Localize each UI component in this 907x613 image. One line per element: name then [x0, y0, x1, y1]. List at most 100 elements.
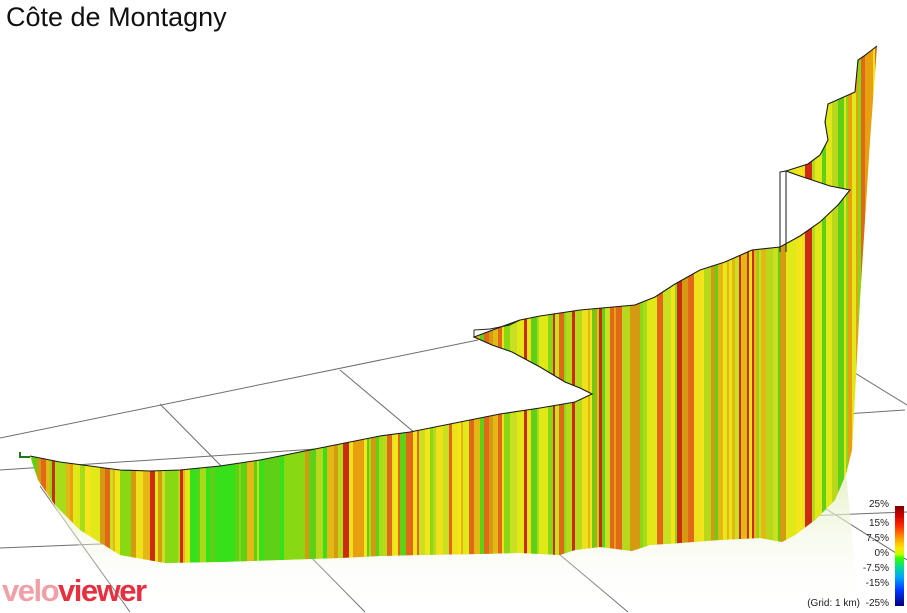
gradient-stripe [715, 46, 718, 563]
gradient-stripe [493, 46, 498, 563]
gradient-stripe [647, 46, 651, 563]
gradient-stripe [379, 46, 383, 563]
gradient-stripe [718, 46, 723, 563]
gradient-stripe [723, 46, 725, 563]
gradient-stripe [269, 46, 273, 563]
gradient-stripe [257, 46, 259, 563]
gradient-stripe [725, 46, 727, 563]
gradient-stripe [805, 46, 812, 563]
gradient-stripe [305, 46, 309, 563]
gradient-stripe [113, 46, 115, 563]
gradient-stripe [35, 46, 37, 563]
gradient-stripe [732, 46, 735, 563]
gradient-stripe [298, 46, 305, 563]
gradient-stripe [158, 46, 162, 563]
legend-label-minus-15: -15% [865, 578, 889, 589]
gradient-stripe [215, 46, 218, 563]
gradient-stripe [93, 46, 100, 563]
gradient-stripe [364, 46, 367, 563]
gradient-stripe [353, 46, 358, 563]
gradient-stripe [452, 46, 458, 563]
gradient-stripe [858, 46, 861, 563]
gradient-stripe [572, 46, 575, 563]
gradient-stripe [239, 46, 241, 563]
gradient-stripe [636, 46, 640, 563]
gradient-stripe [510, 46, 517, 563]
gradient-stripe [37, 46, 41, 563]
gradient-stripe [822, 46, 826, 563]
gradient-stripe [640, 46, 643, 563]
gradient-stripe [369, 46, 371, 563]
gradient-stripe [358, 46, 364, 563]
gradient-stripe [663, 46, 667, 563]
gradient-stripe [349, 46, 353, 563]
gradient-stripe [786, 46, 793, 563]
gradient-stripe [671, 46, 675, 563]
gradient-stripe [749, 46, 752, 563]
gradient-stripe [802, 46, 805, 563]
gradient-stripes [30, 46, 877, 563]
gradient-stripe [747, 46, 749, 563]
gradient-stripe [815, 46, 822, 563]
legend-label-minus-25: -25% [865, 598, 889, 609]
gradient-stripe [150, 46, 155, 563]
gradient-stripe [30, 46, 32, 563]
gradient-stripe [200, 46, 206, 563]
gradient-stripe [73, 46, 80, 563]
gradient-stripe [213, 46, 215, 563]
gradient-stripe [367, 46, 369, 563]
gradient-stripe [185, 46, 190, 563]
gradient-stripe [91, 46, 93, 563]
gradient-stripe [688, 46, 694, 563]
gradient-stripe [592, 46, 595, 563]
logo-part-viewer: viewer [58, 573, 147, 608]
gradient-stripe [735, 46, 739, 563]
gradient-stripe [419, 46, 425, 563]
gradient-stripe [856, 46, 858, 563]
gradient-stripe [183, 46, 185, 563]
gradient-stripe [343, 46, 349, 563]
gradient-stripe [32, 46, 35, 563]
gradient-stripe [210, 46, 213, 563]
gradient-stripe [392, 46, 394, 563]
gradient-stripe [178, 46, 180, 563]
gradient-stripe [484, 46, 489, 563]
gradient-stripe [502, 46, 504, 563]
gradient-stripe [433, 46, 436, 563]
gradient-stripe [120, 46, 124, 563]
gradient-stripe [626, 46, 630, 563]
gradient-stripe [180, 46, 183, 563]
gradient-stripe [498, 46, 502, 563]
gradient-stripe [575, 46, 582, 563]
gradient-stripe [704, 46, 711, 563]
gradient-stripe [241, 46, 247, 563]
gradient-stripe [739, 46, 741, 563]
gradient-stripe [480, 46, 484, 563]
gradient-stripe [46, 46, 50, 563]
gradient-stripe [394, 46, 398, 563]
gradient-stripe [694, 46, 701, 563]
legend-label-7-5: 7.5% [866, 533, 889, 544]
gradient-stripe [155, 46, 158, 563]
gradient-stripe [548, 46, 553, 563]
gradient-stripe [387, 46, 392, 563]
gradient-stripe [605, 46, 610, 563]
gradient-stripe [338, 46, 343, 563]
gradient-stripe [206, 46, 210, 563]
gradient-stripe [597, 46, 599, 563]
gradient-stripe [757, 46, 759, 563]
gradient-stripe [780, 46, 786, 563]
gradient-stripe [474, 46, 480, 563]
gradient-stripe [136, 46, 143, 563]
gradient-stripe [291, 46, 298, 563]
gradient-stripe [539, 46, 543, 563]
gradient-stripe [461, 46, 463, 563]
gradient-stripe [100, 46, 105, 563]
gradient-stripe [165, 46, 169, 563]
ground-reflection [38, 474, 860, 612]
gradient-stripe [110, 46, 113, 563]
gradient-stripe [848, 46, 852, 563]
gradient-stripe [657, 46, 663, 563]
gradient-stripe [489, 46, 493, 563]
gradient-stripe [224, 46, 226, 563]
